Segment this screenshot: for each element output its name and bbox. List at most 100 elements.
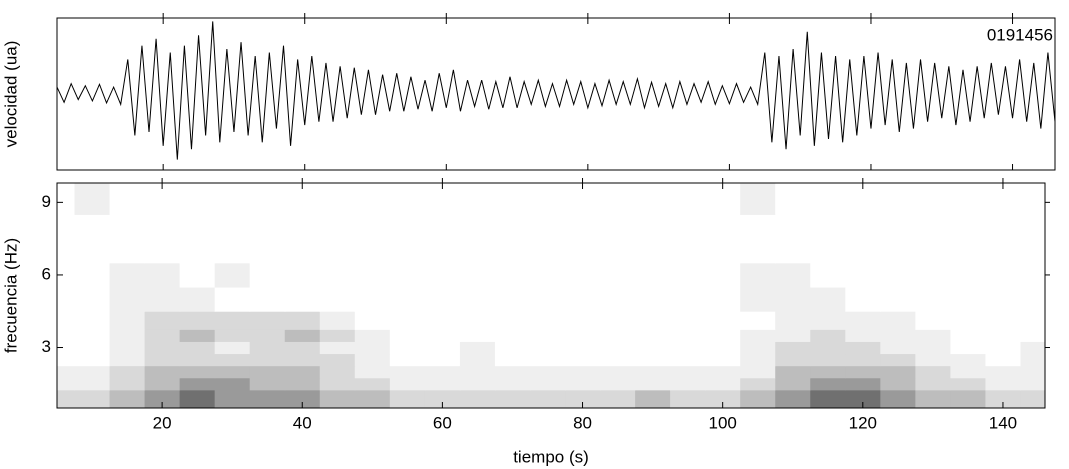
spectrogram-cell	[705, 214, 741, 240]
spectrogram-cell	[915, 311, 951, 330]
spectrogram-cell	[565, 262, 601, 288]
spectrogram-cell	[389, 214, 426, 240]
spectrogram-cell	[284, 353, 321, 367]
spectrogram-cell	[810, 341, 846, 355]
spectrogram-cell	[57, 262, 76, 288]
spectrogram-cell	[179, 238, 216, 264]
spectrogram-cell	[109, 365, 146, 379]
spectrogram-cell	[354, 329, 391, 342]
spectrogram-cell	[740, 311, 776, 330]
spectrogram-cell	[915, 262, 951, 288]
spectrogram-cell	[459, 183, 496, 215]
spectrogram-cell	[985, 365, 1021, 379]
spectrogram-cell	[74, 183, 111, 215]
spectrogram-cell	[354, 365, 391, 379]
spectrogram-cell	[389, 287, 426, 312]
spectrogram-cell	[810, 287, 846, 312]
spectrogram-cell	[389, 238, 426, 264]
spectrogram-cell	[214, 365, 251, 379]
annotation: 0191456	[987, 25, 1053, 44]
spectrogram-cell	[635, 311, 671, 330]
spectrogram-cell	[529, 214, 566, 240]
spectrogram-cell	[74, 262, 111, 288]
spectrogram-cell	[144, 389, 181, 408]
spectrogram-cell	[950, 341, 986, 355]
spectrogram-cell	[284, 377, 321, 391]
spectrogram-cell	[950, 353, 986, 367]
spectrogram-cell	[600, 389, 636, 408]
spectrogram-cell	[179, 353, 216, 367]
spectrogram-cell	[319, 183, 356, 215]
spectrogram-cell	[950, 183, 986, 215]
x-tick-label: 40	[293, 413, 312, 432]
spectrogram-cell	[670, 262, 706, 288]
spectrogram-cell	[74, 389, 111, 408]
spectrogram-cell	[670, 353, 706, 367]
spectrogram-cell	[354, 377, 391, 391]
spectrogram-cell	[880, 183, 916, 215]
spectrogram-cell	[144, 353, 181, 367]
spectrogram-cell	[109, 377, 146, 391]
spectrogram-cell	[985, 341, 1021, 355]
spectrogram-cell	[635, 214, 671, 240]
spectrogram-cell	[740, 353, 776, 367]
spectrogram-cell	[284, 365, 321, 379]
spectrogram-cell	[670, 365, 706, 379]
spectrogram-cell	[529, 183, 566, 215]
spectrogram-cell	[985, 311, 1021, 330]
spectrogram-cell	[459, 311, 496, 330]
spectrogram-cell	[775, 311, 811, 330]
spectrogram-cell	[600, 365, 636, 379]
spectrogram-cell	[214, 353, 251, 367]
spectrogram-cell	[950, 329, 986, 342]
spectrogram-cell	[144, 311, 181, 330]
spectrogram-cell	[249, 365, 286, 379]
spectrogram-cell	[845, 262, 881, 288]
spectrogram-cell	[389, 365, 426, 379]
spectrogram-cell	[670, 287, 706, 312]
spectrogram-cell	[57, 183, 76, 215]
spectrogram-cell	[179, 389, 216, 408]
spectrogram-cell	[950, 365, 986, 379]
spectrogram-cell	[1020, 287, 1045, 312]
spectrogram-cell	[600, 353, 636, 367]
spectrogram-cell	[600, 214, 636, 240]
spectrogram-cell	[985, 389, 1021, 408]
spectrogram-cell	[214, 238, 251, 264]
spectrogram-cell	[529, 389, 566, 408]
spectrogram-cell	[635, 262, 671, 288]
spectrogram-cell	[214, 377, 251, 391]
spectrogram-cell	[600, 183, 636, 215]
spectrogram-cell	[1020, 365, 1045, 379]
spectrogram-cell	[845, 329, 881, 342]
spectrogram-cell	[74, 365, 111, 379]
spectrogram-cell	[600, 377, 636, 391]
spectrogram-cell	[565, 311, 601, 330]
spectrogram-cell	[249, 311, 286, 330]
spectrogram-cell	[600, 262, 636, 288]
spectrogram-cell	[284, 341, 321, 355]
spectrogram-cell	[459, 341, 496, 355]
spectrogram-cell	[284, 238, 321, 264]
spectrogram-cell	[985, 353, 1021, 367]
spectrogram-cell	[354, 353, 391, 367]
spectrogram-cell	[249, 287, 286, 312]
spectrogram-cell	[1020, 389, 1045, 408]
spectrogram-cell	[57, 287, 76, 312]
spectrogram-cell	[424, 214, 461, 240]
spectrogram-cell	[424, 365, 461, 379]
spectrogram-cell	[389, 341, 426, 355]
spectrogram-cell	[494, 329, 531, 342]
spectrogram-cell	[880, 311, 916, 330]
spectrogram-cell	[880, 329, 916, 342]
y-axis-label: velocidad (ua)	[1, 41, 20, 148]
spectrogram-cell	[950, 377, 986, 391]
spectrogram-cell	[845, 389, 881, 408]
spectrogram-cell	[319, 311, 356, 330]
spectrogram-cell	[284, 329, 321, 342]
spectrogram-cell	[740, 341, 776, 355]
spectrogram-cell	[705, 389, 741, 408]
spectrogram-cell	[319, 262, 356, 288]
spectrogram-cell	[565, 377, 601, 391]
y-tick-label: 9	[42, 192, 51, 211]
